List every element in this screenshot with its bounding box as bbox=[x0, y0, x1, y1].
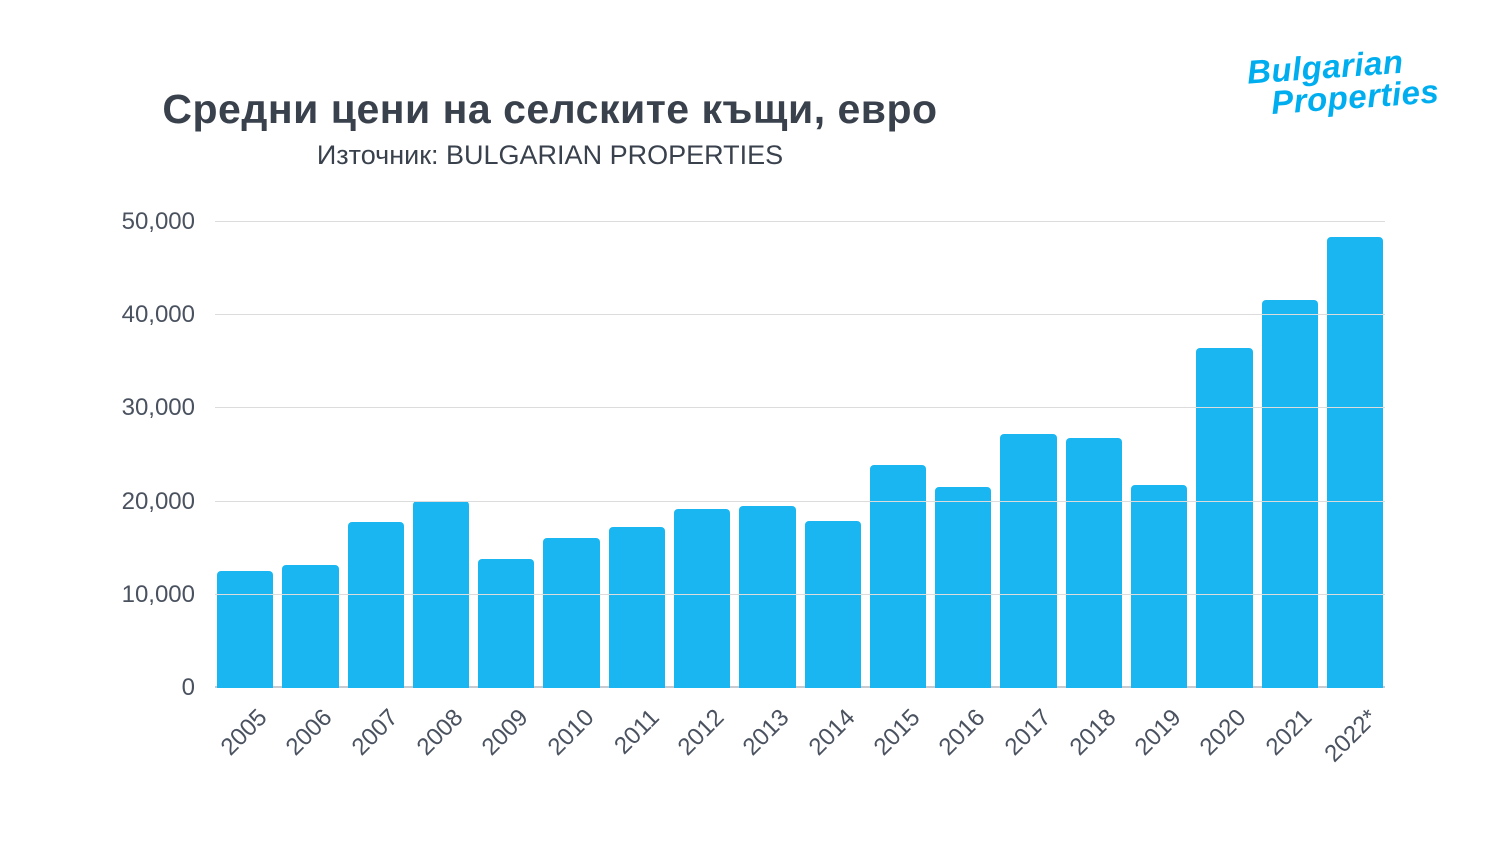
bulgarian-properties-logo: Bulgarian Properties bbox=[1246, 43, 1441, 122]
x-tick-label: 2008 bbox=[411, 704, 469, 761]
bar-2005 bbox=[217, 570, 274, 688]
bars bbox=[215, 222, 1385, 688]
x-tick-label: 2021 bbox=[1260, 704, 1318, 761]
x-tick-label: 2016 bbox=[933, 704, 991, 761]
plot-area bbox=[215, 221, 1385, 688]
chart-subtitle: Източник: BULGARIAN PROPERTIES bbox=[316, 140, 784, 170]
x-tick-label: 2019 bbox=[1129, 704, 1187, 761]
x-tick-label: 2010 bbox=[542, 704, 600, 761]
x-tick-2015: 2015 bbox=[868, 690, 926, 810]
bar-2010 bbox=[543, 537, 600, 688]
bar-2018 bbox=[1065, 438, 1122, 688]
bar-2017 bbox=[1000, 433, 1057, 688]
gridline-20000 bbox=[215, 500, 1385, 502]
x-tick-label: 2020 bbox=[1195, 704, 1252, 761]
bar-2013 bbox=[739, 506, 796, 688]
bar-2021 bbox=[1261, 300, 1318, 688]
x-tick-2007: 2007 bbox=[346, 690, 404, 810]
x-tick-label: 2018 bbox=[1064, 704, 1122, 761]
x-tick-label: 2012 bbox=[672, 704, 730, 761]
bar-2011 bbox=[608, 526, 665, 688]
x-tick-2019: 2019 bbox=[1129, 690, 1187, 810]
x-tick-2017: 2017 bbox=[999, 690, 1057, 810]
x-tick-label: 2017 bbox=[999, 704, 1057, 761]
bar-2007 bbox=[347, 522, 404, 688]
y-tick-label-20000: 20,000 bbox=[121, 487, 195, 515]
x-tick-2011: 2011 bbox=[609, 690, 665, 810]
bar-2012 bbox=[673, 509, 731, 688]
gridline-10000 bbox=[215, 593, 1385, 595]
x-axis: 2005 2006 2007 2008 2009 2010 2011 2012 2013 2014… bbox=[215, 690, 1385, 810]
x-tick-2021: 2021 bbox=[1260, 690, 1318, 810]
x-tick-2020: 2020 bbox=[1195, 690, 1252, 810]
bar-2006 bbox=[282, 564, 339, 688]
bar-2014 bbox=[804, 521, 861, 688]
x-tick-2009: 2009 bbox=[476, 690, 534, 810]
gridline-30000 bbox=[215, 407, 1385, 409]
x-tick-2010: 2010 bbox=[542, 690, 600, 810]
x-tick-2014: 2014 bbox=[803, 690, 861, 810]
chart-title: Средни цени на селските къщи, евро bbox=[162, 86, 938, 132]
x-tick-label: 2005 bbox=[215, 704, 273, 761]
x-tick-label: 2022* bbox=[1319, 704, 1383, 768]
bar-2019 bbox=[1130, 484, 1188, 688]
x-tick-2022*: 2022* bbox=[1319, 690, 1383, 810]
x-tick-label: 2007 bbox=[346, 704, 404, 761]
y-tick-label-30000: 30,000 bbox=[121, 394, 195, 422]
x-tick-label: 2011 bbox=[608, 704, 665, 760]
bar-2022* bbox=[1326, 236, 1384, 688]
y-tick-label-0: 0 bbox=[181, 674, 195, 701]
x-tick-2012: 2012 bbox=[672, 690, 730, 810]
x-tick-2018: 2018 bbox=[1064, 690, 1122, 810]
x-tick-2013: 2013 bbox=[738, 690, 795, 810]
x-tick-label: 2015 bbox=[868, 704, 926, 761]
y-axis: 0 10,000 20,000 30,000 40,000 50,000 bbox=[40, 208, 205, 701]
x-tick-label: 2006 bbox=[281, 704, 338, 761]
bar-2009 bbox=[478, 559, 535, 688]
logo-line-2: Properties bbox=[1269, 72, 1441, 122]
x-tick-label: 2009 bbox=[476, 704, 534, 761]
bar-2015 bbox=[869, 465, 927, 688]
bar-2016 bbox=[935, 486, 992, 688]
x-tick-label: 2014 bbox=[803, 704, 861, 761]
gridline-50000 bbox=[215, 221, 1385, 222]
x-tick-2005: 2005 bbox=[215, 690, 273, 810]
y-tick-label-40000: 40,000 bbox=[121, 301, 195, 329]
x-tick-label: 2013 bbox=[738, 704, 795, 761]
x-tick-2006: 2006 bbox=[281, 690, 338, 810]
x-tick-2016: 2016 bbox=[933, 690, 991, 810]
x-axis-baseline bbox=[215, 686, 1385, 688]
y-tick-label-50000: 50,000 bbox=[121, 208, 195, 235]
bar-2020 bbox=[1196, 347, 1253, 688]
x-tick-2008: 2008 bbox=[411, 690, 469, 810]
gridline-40000 bbox=[215, 314, 1385, 316]
y-tick-label-10000: 10,000 bbox=[121, 580, 195, 608]
